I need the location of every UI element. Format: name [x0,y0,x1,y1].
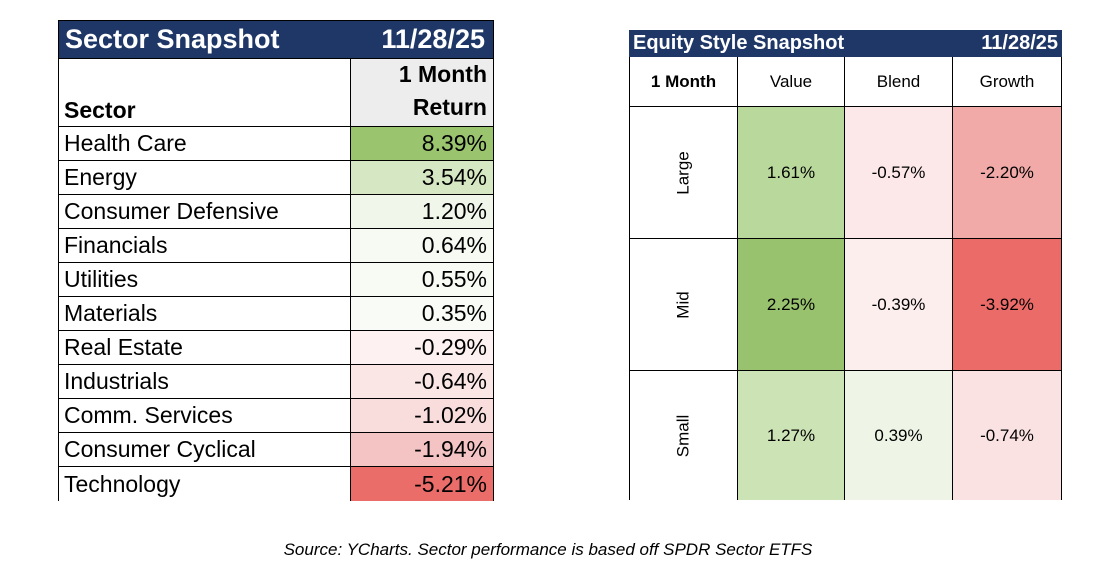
style-corner-label: 1 Month [630,57,738,106]
sector-name-cell: Energy [59,161,351,194]
sector-return-cell: -0.29% [351,331,493,364]
sector-row: Real Estate -0.29% [58,331,494,365]
style-heatmap-cell: -0.74% [953,371,1061,500]
style-heatmap-cell: -3.92% [953,239,1061,370]
sector-row: Technology -5.21% [58,467,494,501]
style-heatmap-cell: -0.39% [845,239,953,370]
sector-table-header: Sector Snapshot 11/28/25 [58,20,494,59]
sector-return-cell: -5.21% [351,467,493,501]
sector-name-cell: Materials [59,297,351,330]
sector-return-cell: 0.35% [351,297,493,330]
sector-return-cell: 1.20% [351,195,493,228]
sector-return-cell: -1.02% [351,399,493,432]
sector-name-cell: Health Care [59,127,351,160]
style-rows: Large 1.61% -0.57% -2.20% Mid 2.25% -0.39% -3.9… [629,107,1062,500]
sector-name-cell: Industrials [59,365,351,398]
sector-name-cell: Comm. Services [59,399,351,432]
style-column-value: Value [738,57,845,106]
sector-return-cell: 8.39% [351,127,493,160]
sector-name-cell: Consumer Defensive [59,195,351,228]
style-row: Large 1.61% -0.57% -2.20% [629,107,1062,239]
sector-return-cell: 0.55% [351,263,493,296]
sector-row: Consumer Defensive 1.20% [58,195,494,229]
style-table-date: 11/28/25 [981,32,1058,54]
sector-name-cell: Utilities [59,263,351,296]
style-row-label: Large [630,107,738,238]
style-table-header: Equity Style Snapshot 11/28/25 [629,30,1062,57]
sector-name-cell: Financials [59,229,351,262]
sector-row: Comm. Services -1.02% [58,399,494,433]
sector-return-cell: 3.54% [351,161,493,194]
source-note: Source: YCharts. Sector performance is b… [283,540,813,559]
sector-name-cell: Consumer Cyclical [59,433,351,466]
style-row-label-text: Mid [673,290,693,319]
style-row-label-text: Small [673,414,693,457]
sector-table-title: Sector Snapshot [65,24,280,54]
style-row-label: Small [630,371,738,500]
sector-return-cell: 0.64% [351,229,493,262]
sector-return-cell: -1.94% [351,433,493,466]
style-row-label-text: Large [673,150,693,195]
style-heatmap-cell: 0.39% [845,371,953,500]
sector-rows: Health Care 8.39% Energy 3.54% Consumer Defe… [58,127,494,501]
sector-name-cell: Technology [59,467,351,501]
equity-style-table: Equity Style Snapshot 11/28/25 1 Month V… [629,30,1062,500]
sector-row: Consumer Cyclical -1.94% [58,433,494,467]
return-header-line2: Return [412,94,487,120]
sector-row: Financials 0.64% [58,229,494,263]
return-column-header: 1 Month Return [351,59,493,126]
style-heatmap-cell: 2.25% [738,239,845,370]
sector-row: Materials 0.35% [58,297,494,331]
style-row-label: Mid [630,239,738,370]
sector-table-date: 11/28/25 [381,24,485,54]
return-header-line1: 1 Month [398,61,487,87]
style-column-headers: 1 Month Value Blend Growth [629,57,1062,107]
sector-snapshot-table: Sector Snapshot 11/28/25 Sector 1 Month … [58,20,494,501]
sector-table-column-headers: Sector 1 Month Return [58,59,494,127]
sector-return-cell: -0.64% [351,365,493,398]
sector-row: Energy 3.54% [58,161,494,195]
style-heatmap-cell: -2.20% [953,107,1061,238]
style-column-blend: Blend [845,57,953,106]
style-heatmap-cell: 1.27% [738,371,845,500]
sector-column-header: Sector [59,59,351,126]
style-table-title: Equity Style Snapshot [633,32,845,54]
sector-name-cell: Real Estate [59,331,351,364]
sector-row: Health Care 8.39% [58,127,494,161]
sector-row: Industrials -0.64% [58,365,494,399]
sector-row: Utilities 0.55% [58,263,494,297]
style-heatmap-cell: 1.61% [738,107,845,238]
style-column-growth: Growth [979,71,1035,91]
style-row: Small 1.27% 0.39% -0.74% [629,371,1062,500]
style-heatmap-cell: -0.57% [845,107,953,238]
style-row: Mid 2.25% -0.39% -3.92% [629,239,1062,371]
